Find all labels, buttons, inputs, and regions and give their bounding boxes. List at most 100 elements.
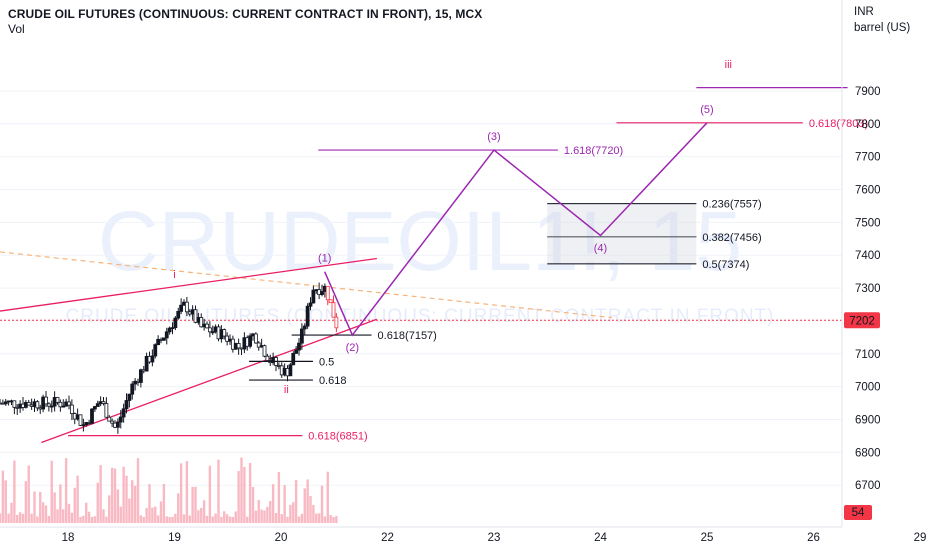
- volume-bar: [243, 466, 246, 523]
- volume-bar: [1, 470, 5, 523]
- volume-bar: [110, 467, 114, 523]
- candle-body: [167, 327, 172, 333]
- candle-body: [288, 364, 293, 377]
- candle-body: [207, 327, 212, 333]
- volume-bar: [62, 509, 65, 523]
- volume-bar: [33, 491, 36, 523]
- volume-bar: [306, 479, 309, 523]
- candle-body: [127, 393, 132, 401]
- volume-bar: [0, 513, 2, 523]
- volume-bar: [177, 493, 180, 523]
- volume-bar: [179, 463, 183, 523]
- candle-body: [291, 353, 296, 366]
- volume-bar: [208, 465, 212, 523]
- volume-bar: [148, 484, 151, 523]
- volume-bar: [182, 514, 186, 523]
- currency-label: INR: [854, 6, 874, 18]
- volume-bar: [53, 492, 56, 523]
- candle-body: [225, 335, 230, 342]
- candle-body: [35, 401, 40, 409]
- volume-bar: [294, 479, 298, 523]
- volume-label: Vol: [8, 22, 25, 36]
- volume-bar: [257, 499, 260, 523]
- volume-bar: [64, 458, 68, 523]
- volume-bar: [13, 460, 16, 523]
- fib-level-label: 0.618(6851): [308, 431, 367, 443]
- volume-bar: [185, 461, 189, 523]
- volume-bar: [335, 516, 338, 523]
- volume-bar: [93, 516, 97, 523]
- volume-bar: [41, 502, 45, 523]
- time-tick-label: 22: [381, 532, 394, 544]
- volume-bar: [151, 507, 154, 523]
- price-tick-label: 6900: [855, 415, 881, 427]
- candle-body: [253, 333, 258, 344]
- price-tick-label: 7000: [855, 382, 881, 394]
- candle-body: [161, 337, 166, 341]
- volume-bar: [116, 489, 120, 523]
- volume-bar: [139, 515, 143, 523]
- candle-body: [12, 400, 17, 408]
- candle-body: [153, 344, 158, 357]
- volume-bar: [44, 505, 48, 523]
- volume-bar: [73, 487, 76, 523]
- candle-body: [46, 403, 51, 407]
- candle-body: [144, 355, 149, 372]
- volume-bar: [205, 515, 209, 523]
- candle-body: [302, 325, 307, 330]
- candle-body: [118, 416, 123, 423]
- candle-body: [150, 355, 155, 363]
- volume-bar: [99, 465, 102, 523]
- candle-body: [61, 405, 66, 408]
- volume-bar: [96, 482, 99, 523]
- volume-bar: [223, 511, 226, 523]
- volume-bar: [188, 515, 191, 523]
- trend-line: [0, 251, 613, 319]
- time-tick-label: 26: [807, 532, 820, 544]
- volume-bar: [266, 506, 269, 523]
- price-tick-label: 7800: [855, 119, 881, 131]
- volume-bar: [292, 502, 295, 523]
- price-tick-label: 6800: [855, 447, 881, 459]
- volume-bar: [136, 458, 140, 523]
- fib-level-label: 0.236(7557): [702, 199, 761, 211]
- volume-bar: [197, 510, 200, 523]
- chart-title: CRUDE OIL FUTURES (CONTINUOUS: CURRENT C…: [8, 7, 483, 21]
- candle-body: [90, 408, 94, 424]
- candle-body: [265, 355, 270, 361]
- candle-body: [3, 401, 8, 405]
- candle-body: [69, 404, 74, 414]
- wave-projection-path: [323, 122, 708, 337]
- volume-bar: [36, 516, 39, 523]
- fib-level-label: 0.618: [319, 375, 347, 387]
- time-tick-label: 29: [914, 532, 927, 544]
- volume-bar: [168, 516, 171, 523]
- volume-bar: [251, 486, 255, 523]
- volume-bar: [59, 484, 62, 523]
- volume-bar: [297, 516, 301, 523]
- time-tick-label: 19: [168, 532, 181, 544]
- volume-bar: [90, 516, 94, 523]
- volume-bar: [174, 513, 177, 523]
- volume-bar: [18, 512, 22, 523]
- volume-bar: [24, 481, 28, 523]
- wave-label: (4): [594, 243, 607, 255]
- volume-bar: [10, 502, 13, 523]
- wave-label: (3): [487, 131, 500, 143]
- volume-bar: [128, 498, 131, 523]
- candle-body: [210, 331, 215, 334]
- candle-body: [331, 302, 336, 318]
- volume-bar: [67, 503, 71, 523]
- time-tick-label: 20: [275, 532, 288, 544]
- candle-body: [44, 396, 48, 405]
- candle-body: [67, 401, 71, 406]
- volume-bar: [119, 506, 122, 523]
- volume-bar: [154, 506, 157, 523]
- volume-bar: [85, 502, 88, 523]
- volume-bar: [79, 516, 82, 523]
- volume-bar: [122, 466, 125, 523]
- volume-bar: [303, 488, 306, 523]
- price-tick-label: 7400: [855, 250, 881, 262]
- volume-bar: [254, 510, 258, 523]
